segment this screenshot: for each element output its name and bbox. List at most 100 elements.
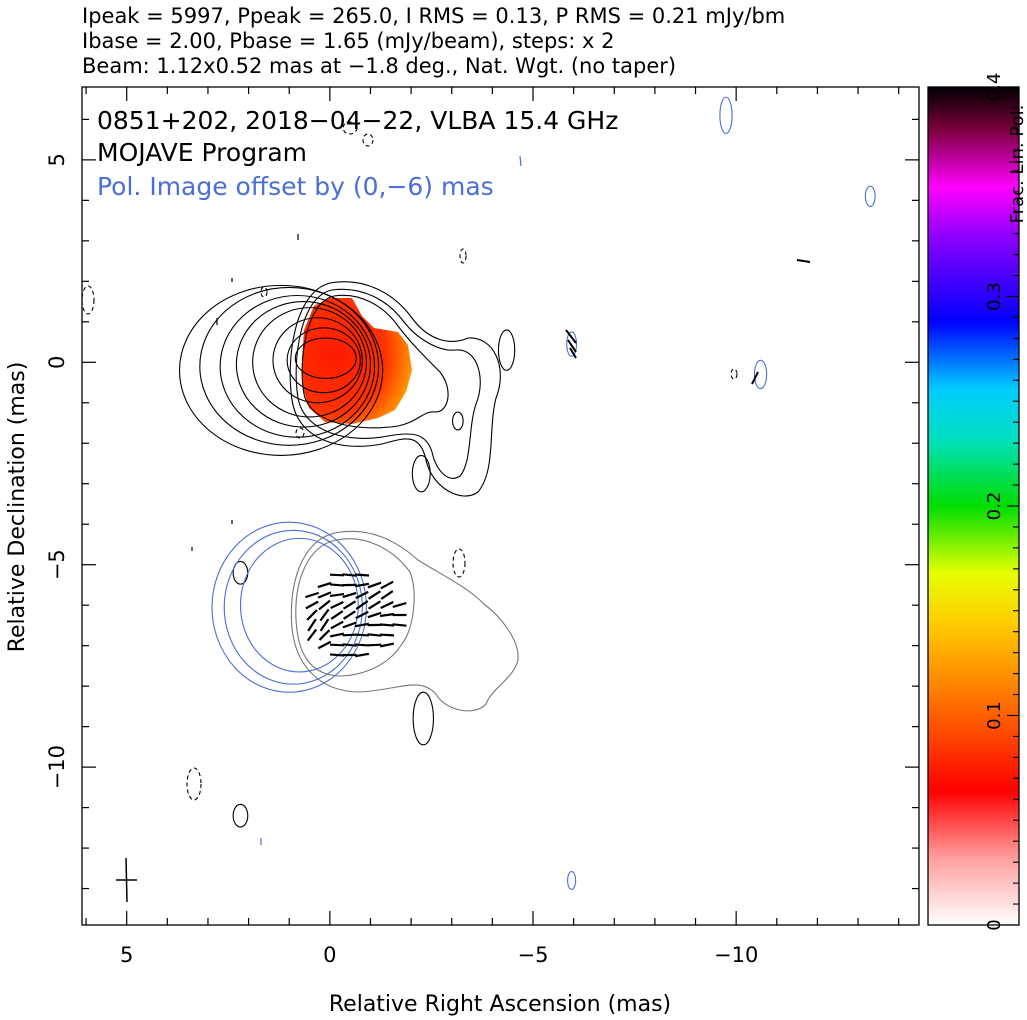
evpa-vector xyxy=(380,590,394,600)
y-axis-label: Relative Declination (mas) xyxy=(5,362,30,653)
evpa-vector xyxy=(354,652,370,658)
evpa-vector xyxy=(319,618,330,632)
pol-contour xyxy=(566,331,578,357)
chart-title: 0851+202, 2018−04−22, VLBA 15.4 GHz xyxy=(97,106,618,135)
evpa-vector xyxy=(367,581,382,589)
x-axis-label: Relative Right Ascension (mas) xyxy=(329,992,671,1017)
evpa-vector xyxy=(307,618,317,632)
evpa-vector xyxy=(342,600,357,610)
evpa-vector xyxy=(342,591,357,599)
x-tick-label: 0 xyxy=(323,943,336,967)
stokes-i-contours xyxy=(178,284,516,828)
y-tick-label: −10 xyxy=(45,745,69,789)
chart-subtitle: MOJAVE Program xyxy=(97,138,307,167)
stokes-i-contour xyxy=(199,286,380,446)
pol-contour xyxy=(753,359,768,390)
pol-contour xyxy=(864,185,876,207)
evpa-vector xyxy=(355,590,369,600)
beam-ellipse-marker xyxy=(116,857,137,903)
colorbar-tick-label: 0.4 xyxy=(984,73,1005,102)
evpa-vector xyxy=(329,643,345,647)
negative-contours xyxy=(82,121,738,801)
evpa-vector xyxy=(318,629,331,641)
evpa-vector xyxy=(354,633,370,637)
jet-second-contour xyxy=(295,288,481,479)
evpa-vector xyxy=(367,600,382,610)
stokes-i-contour xyxy=(412,691,435,746)
evpa-vector xyxy=(318,599,331,611)
colorbar-tick-label: 0.2 xyxy=(984,492,1005,521)
noise-specks xyxy=(191,155,522,845)
pol-contour xyxy=(239,537,359,673)
stokes-i-contour xyxy=(286,327,361,394)
header-line-3: Beam: 1.12x0.52 mas at −1.8 deg., Nat. W… xyxy=(82,54,677,78)
evpa-vector xyxy=(367,633,382,637)
evpa-vector xyxy=(329,632,345,638)
stokes-i-contour xyxy=(411,454,431,493)
x-tick-label: −10 xyxy=(714,943,758,967)
evpa-vector xyxy=(355,600,369,610)
header-line-1: Ipeak = 5997, Ppeak = 265.0, I RMS = 0.1… xyxy=(82,4,786,28)
axes: 5 0 −5 −10 5 0 −5 −10 xyxy=(45,87,919,967)
evpa-vector xyxy=(380,601,394,609)
plot-frame xyxy=(81,86,920,926)
evpa-vector xyxy=(379,633,395,637)
fractional-polarization-image xyxy=(302,298,412,424)
evpa-vector xyxy=(354,643,370,647)
evpa-vector xyxy=(342,621,357,629)
stokes-i-contour xyxy=(294,337,357,380)
pol-panel-outer-contour xyxy=(290,530,519,712)
evpa-vector xyxy=(355,610,369,620)
evpa-vector xyxy=(392,602,407,608)
colorbar-ticks: 0 0.1 0.2 0.3 0.4 xyxy=(984,73,1019,931)
evpa-vector xyxy=(367,643,382,647)
evpa-vector xyxy=(379,612,395,618)
stokes-i-contour xyxy=(235,301,372,428)
isolated-evpa-ticks xyxy=(565,259,811,385)
stokes-i-contour xyxy=(497,329,516,371)
evpa-vector xyxy=(306,628,318,642)
stokes-i-contour xyxy=(272,317,363,404)
evpa-vector xyxy=(354,582,370,588)
evpa-vector xyxy=(317,640,332,650)
colorbar xyxy=(927,86,1020,926)
jet-third-contour xyxy=(301,294,449,429)
y-tick-label: 0 xyxy=(45,356,69,369)
evpa-vector xyxy=(330,620,344,630)
pol-offset-annotation: Pol. Image offset by (0,−6) mas xyxy=(97,172,494,201)
evpa-vector xyxy=(304,591,320,599)
colorbar-tick-label: 0.1 xyxy=(984,701,1005,730)
polarized-intensity-contours xyxy=(211,96,876,890)
evpa-vector xyxy=(317,591,332,599)
evpa-vector xyxy=(380,580,394,590)
stokes-i-contour xyxy=(232,803,249,828)
colorbar-label: Frac. Lin. Pol. xyxy=(1007,105,1027,224)
y-tick-label: 5 xyxy=(45,153,69,166)
pol-panel-inner-contour xyxy=(295,538,415,677)
y-tick-label: −5 xyxy=(45,549,69,580)
evpa-vector xyxy=(330,610,344,620)
pol-contour xyxy=(566,871,577,890)
evpa-vector xyxy=(368,590,381,600)
evpa-vector xyxy=(319,608,330,622)
evpa-vector xyxy=(306,609,318,621)
evpa-vector xyxy=(342,633,357,637)
evpa-vector xyxy=(354,622,370,628)
x-tick-label: −5 xyxy=(518,943,549,967)
evpa-vector xyxy=(305,600,319,610)
evpa-vectors xyxy=(304,573,407,658)
stokes-i-contour xyxy=(178,284,384,456)
evpa-vector xyxy=(329,583,345,587)
colorbar-tick-label: 0 xyxy=(984,919,1005,930)
stokes-i-contour xyxy=(452,411,464,431)
evpa-vector xyxy=(392,623,407,627)
evpa-vector xyxy=(367,611,382,619)
evpa-vector xyxy=(329,653,345,657)
evpa-vector xyxy=(354,573,370,577)
evpa-vector xyxy=(317,581,332,589)
evpa-vector xyxy=(379,642,395,648)
colorbar-tick-label: 0.3 xyxy=(984,282,1005,311)
evpa-vector xyxy=(343,610,356,620)
header-line-2: Ibase = 2.00, Pbase = 1.65 (mJy/beam), s… xyxy=(82,29,615,53)
